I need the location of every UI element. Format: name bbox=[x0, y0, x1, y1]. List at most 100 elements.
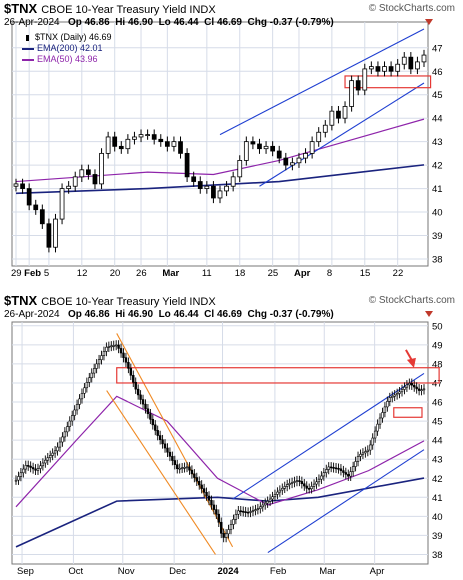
candle-body bbox=[173, 460, 177, 465]
candle-body bbox=[176, 464, 179, 470]
candle-body bbox=[151, 134, 157, 140]
candle-body bbox=[320, 475, 323, 480]
candle-body bbox=[58, 441, 62, 448]
candle-body bbox=[78, 398, 81, 405]
candle-body bbox=[195, 477, 198, 482]
candle-body bbox=[197, 181, 203, 189]
candle-body bbox=[388, 397, 391, 402]
x-tick-label: 11 bbox=[202, 268, 212, 279]
candle-body bbox=[134, 381, 137, 390]
quote-high: Hi 46.90 bbox=[115, 17, 154, 28]
candle-body bbox=[132, 375, 135, 383]
x-tick-label: Feb bbox=[24, 268, 41, 279]
legend-item-price: $TNX (Daily) 46.69 bbox=[22, 32, 112, 43]
candle-body bbox=[178, 141, 183, 154]
x-tick-label: Apr bbox=[294, 268, 311, 279]
candle-body bbox=[329, 466, 333, 469]
x-tick-label: Mar bbox=[319, 566, 335, 577]
candle-body bbox=[242, 510, 245, 513]
candle-body bbox=[261, 504, 264, 508]
candle-body bbox=[154, 424, 157, 431]
symbol-label-2: $TNX bbox=[4, 293, 38, 308]
y-tick-label: 50 bbox=[432, 321, 443, 332]
candle-body bbox=[145, 134, 150, 137]
quote-close-2: Cl 46.69 bbox=[204, 309, 242, 320]
candle-body bbox=[190, 469, 194, 475]
candle-body bbox=[117, 344, 120, 349]
candle-body bbox=[132, 136, 137, 140]
candle-body bbox=[41, 462, 45, 467]
y-tick-label: 41 bbox=[432, 184, 443, 195]
y-tick-label: 45 bbox=[432, 90, 443, 101]
candle-body bbox=[46, 457, 49, 461]
candle-body bbox=[296, 157, 302, 164]
x-tick-label: Oct bbox=[68, 566, 83, 577]
candle-body bbox=[307, 488, 311, 490]
legend-label-price: $TNX (Daily) 46.69 bbox=[35, 32, 112, 42]
quote-line: 26-Apr-2024 Op 46.86 Hi 46.90 Lo 46.44 C… bbox=[4, 17, 334, 28]
candle-body bbox=[309, 141, 315, 154]
candle-body bbox=[191, 176, 197, 182]
candle-body bbox=[230, 176, 236, 187]
candle-body bbox=[332, 467, 335, 469]
y-tick-label: 44 bbox=[432, 436, 443, 447]
y-tick-label: 43 bbox=[432, 137, 443, 148]
symbol-label: $TNX bbox=[4, 1, 38, 16]
candle-body bbox=[362, 68, 368, 91]
candle-body bbox=[200, 484, 203, 489]
candle-body bbox=[180, 467, 184, 470]
quote-change: Chg -0.37 (-0.79%) bbox=[247, 17, 334, 28]
candle-body bbox=[215, 509, 218, 515]
candle-body bbox=[421, 54, 427, 63]
candle-body bbox=[381, 412, 384, 419]
candle-body bbox=[85, 382, 89, 389]
candle-body bbox=[107, 346, 111, 348]
daily-chart-svg: 38 39 40 41 42 43 44 45 46 47 29 Feb 5 12 20 26 Mar 11 18 2… bbox=[11, 21, 443, 279]
candle-body bbox=[184, 152, 190, 178]
candle-body bbox=[158, 435, 162, 441]
x-tick-label: 29 bbox=[11, 268, 22, 279]
candle-body bbox=[334, 467, 338, 470]
candle-body bbox=[373, 430, 377, 439]
candle-body bbox=[53, 450, 57, 454]
ema50-line bbox=[15, 395, 425, 508]
quote-low: Lo 46.44 bbox=[158, 17, 199, 28]
candle-body bbox=[44, 459, 47, 464]
candle-body bbox=[100, 355, 103, 361]
candle-body bbox=[222, 533, 225, 538]
y-tick-label: 47 bbox=[432, 43, 443, 54]
candle-body bbox=[185, 466, 189, 469]
x-tick-label: 5 bbox=[44, 268, 49, 279]
y-tick-label: 38 bbox=[432, 550, 443, 561]
wedge-upper-line bbox=[116, 333, 234, 548]
x-tick-label: 18 bbox=[235, 268, 246, 279]
candle-body bbox=[19, 472, 23, 477]
candle-body bbox=[127, 361, 130, 369]
candle-body bbox=[270, 145, 276, 152]
y-tick-label: 42 bbox=[432, 474, 443, 485]
candle-body bbox=[246, 511, 250, 514]
candle-body bbox=[342, 106, 348, 119]
candle-body bbox=[375, 66, 381, 72]
candle-body bbox=[33, 204, 39, 211]
x-tick-label: Nov bbox=[118, 566, 135, 577]
candle-body bbox=[229, 524, 233, 530]
x-tick-label: Mar bbox=[162, 268, 179, 279]
candle-body bbox=[366, 449, 370, 452]
candle-body bbox=[395, 393, 399, 396]
candle-body bbox=[408, 56, 414, 70]
candle-body bbox=[163, 443, 167, 449]
candle-body bbox=[105, 136, 111, 154]
x-tick-label: Sep bbox=[17, 566, 34, 577]
candle-body bbox=[56, 446, 59, 452]
candle-body bbox=[224, 533, 228, 538]
candle-body bbox=[354, 461, 357, 467]
candle-body bbox=[368, 66, 374, 70]
candle-body bbox=[183, 467, 186, 469]
candle-body bbox=[79, 169, 85, 178]
candle-body bbox=[395, 63, 401, 72]
candle-body bbox=[36, 468, 40, 471]
candle-body bbox=[356, 456, 360, 462]
candle-body bbox=[13, 183, 19, 187]
